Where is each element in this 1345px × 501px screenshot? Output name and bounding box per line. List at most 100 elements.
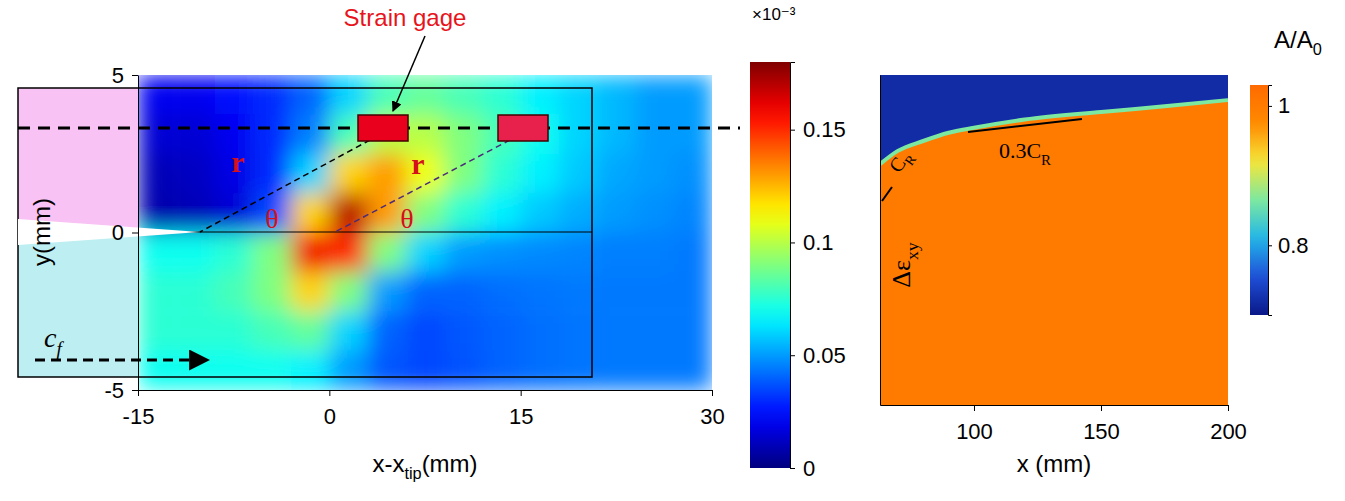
- heatmap-cell: [329, 75, 368, 115]
- heatmap-cell: [406, 311, 445, 351]
- slope-line: [882, 187, 892, 201]
- tick-label: 5: [112, 63, 124, 88]
- heatmap-cell: [444, 193, 483, 233]
- subscript: tip: [404, 464, 421, 482]
- x-axis-title: x (mm): [1017, 450, 1092, 477]
- tick: 15: [509, 390, 533, 429]
- heatmap-cell: [635, 75, 674, 115]
- subscript: R: [1041, 152, 1051, 168]
- heatmap-cell: [521, 233, 560, 273]
- heatmap-cell: [176, 75, 215, 115]
- tick-label: 0: [803, 456, 815, 481]
- tick-mark: [1268, 245, 1272, 246]
- tick-mark: [1268, 106, 1272, 107]
- heatmap-cell: [138, 233, 177, 273]
- heatmap-cell: [215, 272, 254, 312]
- front-line: [880, 100, 1228, 164]
- heatmap-cell: [521, 272, 560, 312]
- tick: 0: [790, 456, 815, 481]
- heatmap-cell: [521, 311, 560, 351]
- x-axis: 100 150 200: [881, 405, 1247, 444]
- x-axis-title: x-xtip(mm): [372, 450, 477, 482]
- y-axis: [880, 76, 881, 406]
- tick-label: 0.05: [803, 343, 846, 368]
- heatmap-cell: [635, 351, 674, 390]
- heatmap-cell: [482, 75, 521, 115]
- heatmap-cell: [674, 351, 712, 390]
- tick: 30: [700, 390, 724, 429]
- colorbar-axis: 0.81: [1268, 86, 1309, 316]
- tick: -15: [123, 390, 155, 429]
- colorbar: [1250, 85, 1268, 315]
- annotation: 0.3CR: [999, 138, 1051, 168]
- heatmap-cell: [253, 351, 292, 390]
- tick-label: 150: [1083, 419, 1120, 444]
- heatmap-cell: [674, 233, 712, 273]
- heatmap-cell: [291, 193, 330, 233]
- heatmap-cell: [674, 272, 712, 312]
- x-axis: -1501530: [123, 390, 725, 429]
- tick-label: 1: [1278, 93, 1290, 118]
- tick: 200: [1210, 405, 1247, 444]
- tick-mark: [132, 233, 138, 234]
- canvas: -1501530-505x-xtip(mm)y(mm)Strain gagerr…: [0, 0, 1345, 501]
- tick-mark: [132, 75, 138, 76]
- heatmap-cell: [368, 272, 407, 312]
- heatmap-cell: [597, 114, 636, 154]
- tick-mark: [521, 390, 522, 396]
- label-part: c: [44, 322, 57, 353]
- heatmap-cell: [444, 75, 483, 115]
- heatmap-cell: [138, 193, 177, 233]
- heatmap-cell: [406, 75, 445, 115]
- annotation: Strain gage: [344, 4, 467, 31]
- annotation: r: [411, 147, 424, 180]
- heatmap-cell: [482, 311, 521, 351]
- heatmap-cell: [138, 114, 177, 154]
- label-part: A/A: [1274, 26, 1313, 53]
- tick: 0.15: [790, 117, 846, 142]
- axis-line: [139, 390, 713, 391]
- heatmap-cell: [253, 114, 292, 154]
- heatmap-cell: [253, 311, 292, 351]
- tick: 0.8: [1268, 233, 1309, 258]
- annotation: r: [231, 145, 244, 178]
- heatmap-cell: [597, 154, 636, 194]
- label-part: 0.3C: [999, 138, 1041, 163]
- tick-mark: [132, 390, 138, 391]
- heatmap-cell: [635, 272, 674, 312]
- heatmap-cell: [176, 311, 215, 351]
- heatmap-cell: [291, 154, 330, 194]
- tick-label: 100: [956, 419, 993, 444]
- heatmap-cell: [138, 351, 177, 390]
- tick-label: 0: [112, 220, 124, 245]
- heatmap-cells: [138, 75, 712, 390]
- heatmap-cell: [291, 351, 330, 390]
- heatmap-cell: [597, 233, 636, 273]
- heatmap-cell: [329, 351, 368, 390]
- heatmap-cell: [674, 114, 712, 154]
- colorbar-title: A/A0: [1274, 26, 1322, 58]
- heatmap-cell: [674, 193, 712, 233]
- tick-label: 200: [1210, 419, 1247, 444]
- heatmap-cell: [138, 311, 177, 351]
- tick-mark: [790, 468, 795, 469]
- heatmap-cell: [253, 272, 292, 312]
- heatmap-cell: [674, 154, 712, 194]
- figure: -1501530-505x-xtip(mm)y(mm)Strain gagerr…: [0, 0, 1345, 501]
- tick: -5: [104, 378, 138, 403]
- annotation: θ: [400, 203, 413, 234]
- heatmap-cell: [635, 193, 674, 233]
- heatmap-cell: [176, 272, 215, 312]
- axis-line: [881, 405, 1229, 406]
- annotation: CR: [884, 145, 920, 180]
- heatmap-cell: [674, 75, 712, 115]
- heatmap-cell: [291, 233, 330, 273]
- annotation: Δεxy: [887, 242, 922, 287]
- pointer: [393, 36, 425, 111]
- subscript: xy: [902, 242, 922, 260]
- heatmap-cell: [444, 154, 483, 194]
- heatmap-cell: [253, 193, 292, 233]
- heatmap-cell: [368, 351, 407, 390]
- tick: 1: [1268, 93, 1290, 118]
- heatmap-cell: [635, 233, 674, 273]
